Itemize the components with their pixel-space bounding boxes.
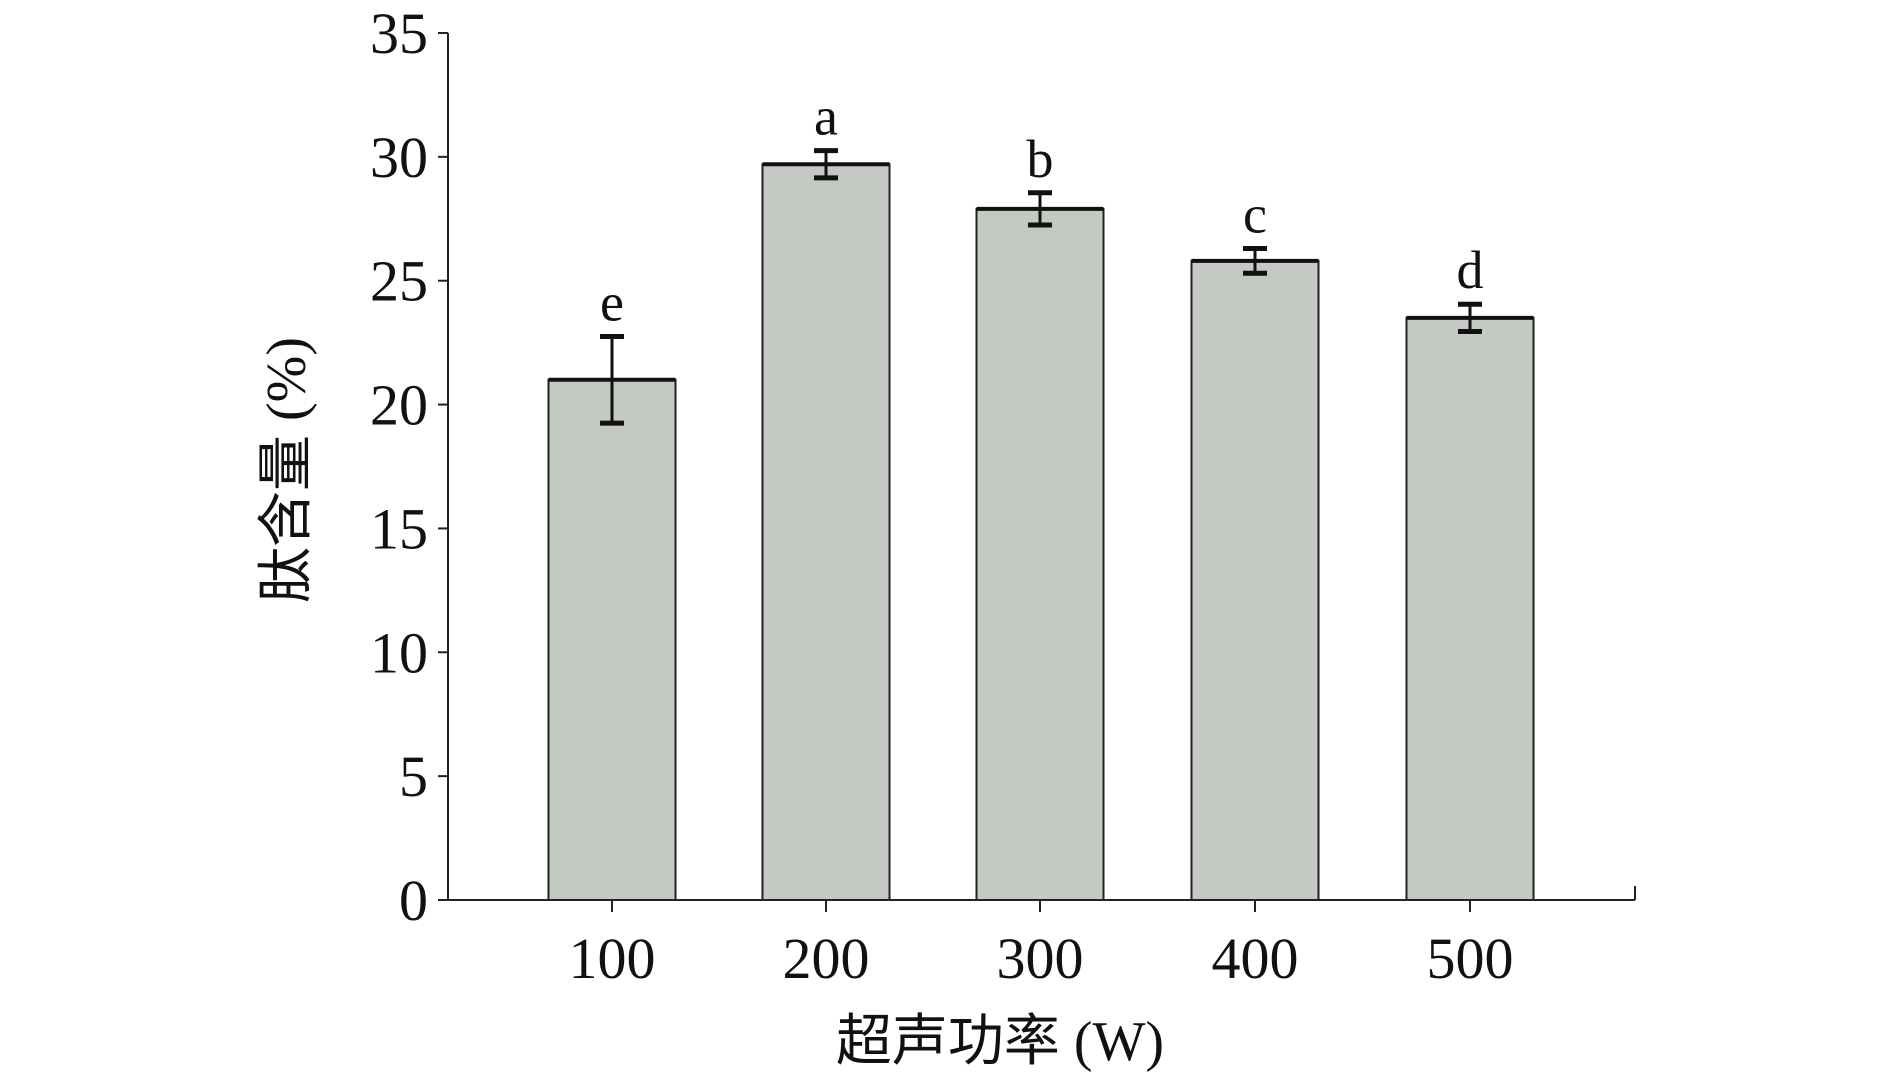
y-tick-label: 25 [370, 249, 428, 314]
x-tick-label: 300 [997, 926, 1084, 991]
y-tick-label: 10 [370, 620, 428, 685]
significance-label: e [600, 272, 624, 332]
x-tick-label: 400 [1212, 926, 1299, 991]
significance-label: c [1243, 185, 1267, 245]
bar-200 [761, 163, 891, 901]
significance-label: a [814, 87, 838, 147]
y-tick-label: 5 [399, 744, 428, 809]
y-tick-label: 35 [370, 1, 428, 66]
bar-300 [975, 207, 1105, 901]
bar-400 [1190, 259, 1320, 901]
y-tick-label: 20 [370, 373, 428, 438]
x-tick-label: 100 [569, 926, 656, 991]
significance-label: d [1457, 240, 1484, 300]
y-tick-label: 15 [370, 496, 428, 561]
y-axis-label: 肽含量 (%) [256, 337, 318, 603]
significance-label: b [1027, 129, 1054, 189]
x-axis-label: 超声功率 (W) [836, 1011, 1164, 1073]
y-tick-label: 30 [370, 125, 428, 190]
x-tick-label: 200 [783, 926, 870, 991]
x-tick-label: 500 [1427, 926, 1514, 991]
bar-100 [547, 378, 677, 901]
bar-500 [1405, 316, 1535, 902]
y-tick-label: 0 [399, 868, 428, 933]
